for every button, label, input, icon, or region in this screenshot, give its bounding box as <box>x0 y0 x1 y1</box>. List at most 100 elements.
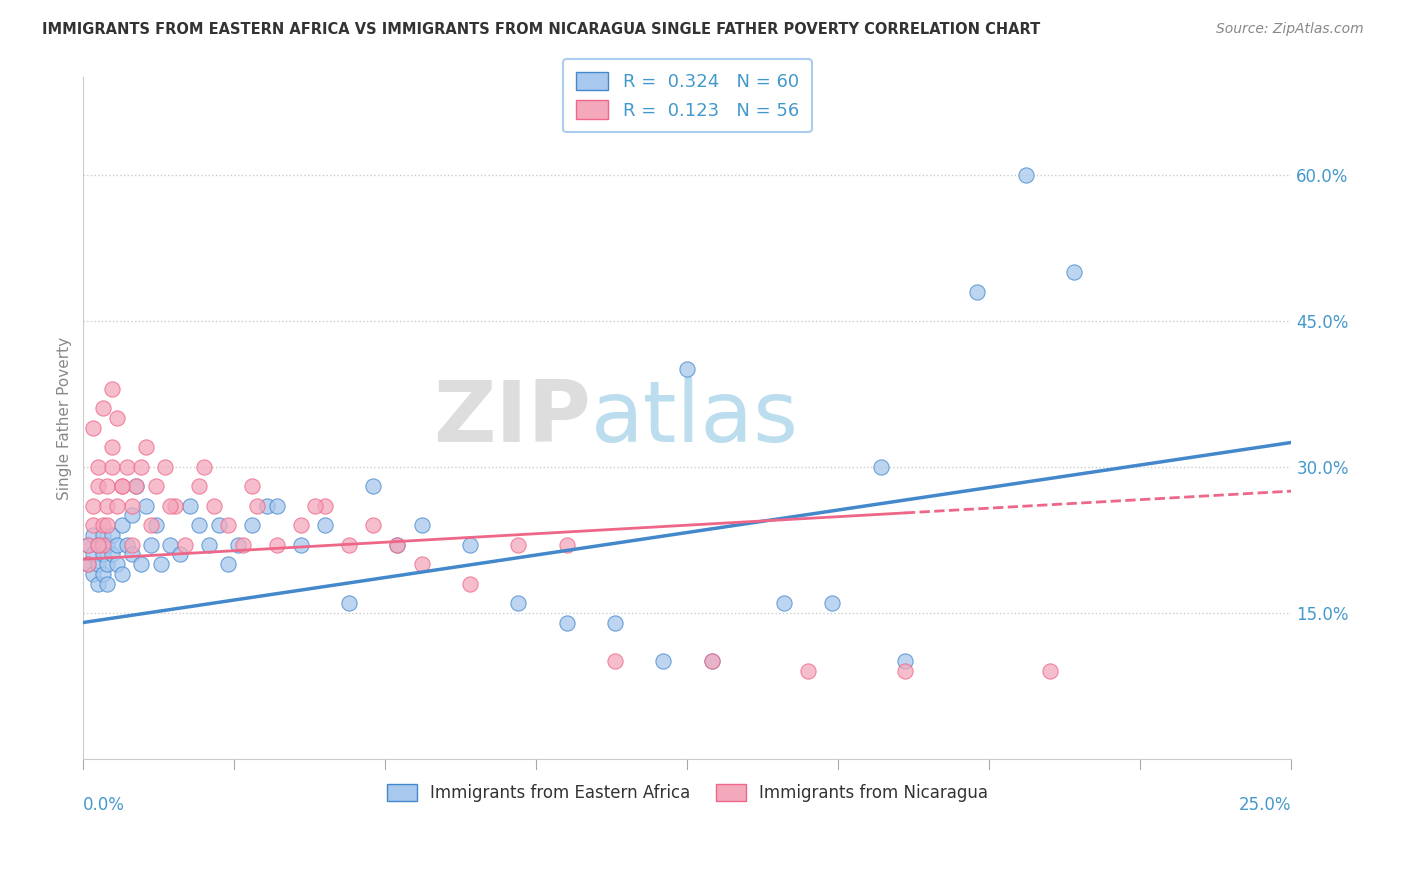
Point <box>387 538 409 552</box>
Point <box>337 596 360 610</box>
Point <box>91 518 114 533</box>
Point <box>387 538 409 552</box>
Point <box>314 499 336 513</box>
Point <box>894 664 917 678</box>
Point <box>603 615 626 630</box>
Point <box>87 479 110 493</box>
Point <box>87 557 110 571</box>
Point <box>135 499 157 513</box>
Point <box>96 576 118 591</box>
Point <box>96 479 118 493</box>
Point <box>1039 664 1062 678</box>
Point <box>508 538 530 552</box>
Point <box>96 499 118 513</box>
Point <box>242 479 264 493</box>
Point <box>82 528 104 542</box>
Point <box>121 548 143 562</box>
Point <box>337 538 360 552</box>
Point <box>87 459 110 474</box>
Point <box>207 518 229 533</box>
Point <box>179 499 201 513</box>
Point <box>125 479 148 493</box>
Point <box>198 538 221 552</box>
Point <box>111 518 134 533</box>
Point <box>129 557 152 571</box>
Point <box>1014 168 1036 182</box>
Text: 0.0%: 0.0% <box>83 797 125 814</box>
Point <box>290 518 312 533</box>
Point <box>797 664 820 678</box>
Point <box>91 538 114 552</box>
Point <box>458 538 481 552</box>
Point <box>115 538 138 552</box>
Point <box>165 499 187 513</box>
Point <box>96 538 118 552</box>
Point <box>188 518 211 533</box>
Point <box>149 557 172 571</box>
Point <box>121 538 143 552</box>
Point <box>1063 265 1085 279</box>
Point <box>266 538 288 552</box>
Point <box>105 557 128 571</box>
Text: IMMIGRANTS FROM EASTERN AFRICA VS IMMIGRANTS FROM NICARAGUA SINGLE FATHER POVERT: IMMIGRANTS FROM EASTERN AFRICA VS IMMIGR… <box>42 22 1040 37</box>
Point <box>111 566 134 581</box>
Point <box>139 518 162 533</box>
Point <box>87 538 110 552</box>
Point <box>202 499 225 513</box>
Text: atlas: atlas <box>591 376 799 459</box>
Text: ZIP: ZIP <box>433 376 591 459</box>
Point <box>87 576 110 591</box>
Point <box>121 508 143 523</box>
Point <box>242 518 264 533</box>
Point <box>676 362 699 376</box>
Point <box>129 459 152 474</box>
Point <box>121 499 143 513</box>
Point <box>217 518 239 533</box>
Point <box>773 596 796 610</box>
Point <box>82 499 104 513</box>
Point <box>169 548 191 562</box>
Point <box>226 538 249 552</box>
Y-axis label: Single Father Poverty: Single Father Poverty <box>58 336 72 500</box>
Point <box>125 479 148 493</box>
Point <box>555 615 578 630</box>
Point <box>145 518 167 533</box>
Point <box>821 596 844 610</box>
Point <box>101 459 124 474</box>
Point <box>966 285 988 299</box>
Point <box>700 655 723 669</box>
Point <box>555 538 578 552</box>
Point <box>869 459 891 474</box>
Point <box>135 440 157 454</box>
Point <box>314 518 336 533</box>
Point <box>411 557 433 571</box>
Point <box>82 421 104 435</box>
Point <box>105 499 128 513</box>
Point <box>232 538 254 552</box>
Point <box>101 528 124 542</box>
Point <box>101 548 124 562</box>
Point <box>266 499 288 513</box>
Point <box>77 538 100 552</box>
Point <box>173 538 195 552</box>
Point <box>77 557 100 571</box>
Point <box>91 401 114 416</box>
Point <box>77 538 100 552</box>
Text: Source: ZipAtlas.com: Source: ZipAtlas.com <box>1216 22 1364 37</box>
Point <box>96 518 118 533</box>
Point <box>91 548 114 562</box>
Point <box>361 479 384 493</box>
Point <box>246 499 269 513</box>
Point <box>139 538 162 552</box>
Point <box>159 538 181 552</box>
Point <box>96 557 118 571</box>
Point <box>290 538 312 552</box>
Point <box>700 655 723 669</box>
Point <box>193 459 215 474</box>
Point <box>159 499 181 513</box>
Point <box>87 538 110 552</box>
Point <box>115 459 138 474</box>
Point <box>101 440 124 454</box>
Point <box>91 528 114 542</box>
Point <box>101 382 124 396</box>
